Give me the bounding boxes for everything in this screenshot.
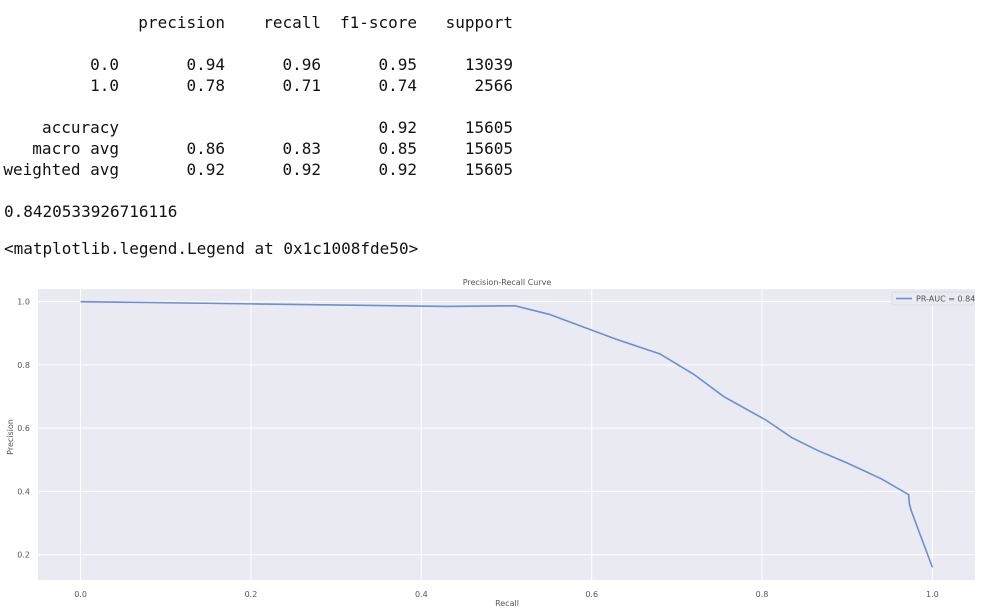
column-header: f1-score: [340, 13, 417, 32]
cell: 0.92: [282, 160, 321, 179]
cell: 13039: [465, 55, 513, 74]
x-tick-label: 0.0: [74, 590, 87, 599]
x-tick-label: 0.6: [585, 590, 598, 599]
y-tick-label: 0.8: [17, 361, 30, 370]
cell: 0.92: [378, 160, 417, 179]
cell: 0.96: [282, 55, 321, 74]
legend-label: PR-AUC = 0.84: [916, 295, 975, 304]
cell: 0.94: [186, 55, 225, 74]
x-tick-label: 0.4: [415, 590, 428, 599]
row-label: 1.0: [90, 76, 119, 95]
cell: 0.83: [282, 139, 321, 158]
cell: 0.86: [186, 139, 225, 158]
y-tick-label: 0.6: [17, 424, 30, 433]
y-axis-label: Precision: [6, 419, 15, 455]
plot-area: [38, 289, 975, 580]
x-tick-label: 1.0: [926, 590, 939, 599]
row-label: weighted avg: [3, 160, 119, 179]
row-label: 0.0: [90, 55, 119, 74]
curve: [80, 300, 934, 568]
chart-title: Precision-Recall Curve: [463, 278, 552, 287]
column-header: support: [446, 13, 513, 32]
y-tick-label: 1.0: [17, 298, 30, 307]
legend-box: [891, 291, 974, 306]
cell: 0.92: [378, 118, 417, 137]
column-header: recall: [263, 13, 321, 32]
cell: 0.78: [186, 76, 225, 95]
cell: 0.85: [378, 139, 417, 158]
cell: 2566: [474, 76, 513, 95]
row-label: accuracy: [42, 118, 119, 137]
x-tick-label: 0.2: [245, 590, 258, 599]
legend-repr: <matplotlib.legend.Legend at 0x1c1008fde…: [4, 239, 418, 258]
cell: 0.71: [282, 76, 321, 95]
score-output: 0.8420533926716116: [4, 202, 177, 221]
cell: 15605: [465, 139, 513, 158]
cell: 0.74: [378, 76, 417, 95]
cell: 15605: [465, 118, 513, 137]
x-axis-label: Recall: [495, 599, 519, 608]
cell: 0.92: [186, 160, 225, 179]
row-label: macro avg: [32, 139, 119, 158]
y-tick-label: 0.2: [17, 551, 30, 560]
y-tick-label: 0.4: [17, 487, 30, 496]
column-header: precision: [138, 13, 225, 32]
x-tick-label: 0.8: [756, 590, 769, 599]
cell: 15605: [465, 160, 513, 179]
cell: 0.95: [378, 55, 417, 74]
